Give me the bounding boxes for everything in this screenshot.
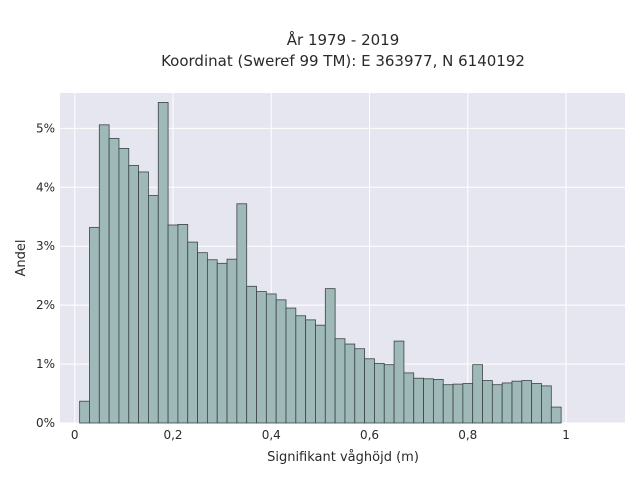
histogram-bar: [295, 315, 307, 424]
histogram-bar: [275, 299, 287, 424]
histogram-bar: [305, 319, 316, 424]
histogram-bar: [157, 102, 169, 424]
y-tick-label: 2%: [36, 298, 55, 312]
histogram-bar: [442, 384, 454, 424]
x-tick-label: 0,2: [163, 428, 182, 442]
histogram-bar: [187, 241, 198, 424]
histogram-bar: [403, 372, 415, 424]
y-tick-label: 5%: [36, 121, 55, 135]
histogram-bar: [315, 324, 326, 424]
histogram-bar: [108, 137, 120, 424]
histogram-bar: [482, 380, 493, 424]
histogram-bar: [118, 147, 130, 424]
histogram-bar: [462, 383, 474, 424]
x-tick-label: 0,4: [262, 428, 281, 442]
histogram-bar: [432, 378, 444, 424]
chart-title-line1: År 1979 - 2019: [287, 30, 400, 49]
histogram-bar: [521, 380, 533, 424]
x-tick-label: 0,8: [458, 428, 477, 442]
histogram-bar: [550, 406, 562, 424]
histogram-bar: [197, 252, 208, 424]
histogram-bar: [89, 226, 100, 424]
histogram-bar: [501, 382, 513, 424]
histogram-bar: [128, 165, 140, 424]
y-tick-label: 4%: [36, 180, 55, 194]
y-tick-label: 0%: [36, 416, 55, 430]
histogram-bar: [148, 195, 159, 424]
x-tick-label: 0: [71, 428, 79, 442]
histogram-bar: [531, 383, 542, 424]
y-axis-label: Andel: [14, 240, 29, 277]
bars-layer: [79, 102, 562, 424]
histogram-bar: [98, 124, 110, 424]
x-tick-label: 0,6: [360, 428, 379, 442]
histogram-bar: [246, 285, 257, 424]
x-axis-label: Signifikant våghöjd (m): [267, 450, 419, 465]
histogram-bar: [354, 348, 366, 424]
y-tick-label: 3%: [36, 239, 55, 253]
histogram-bar: [491, 384, 503, 424]
chart-title-line2: Koordinat (Sweref 99 TM): E 363977, N 61…: [161, 52, 525, 70]
ticks-layer: 0% 1% 2% 3% 4% 5% 0 0,2 0,4 0,6 0,8 1: [36, 121, 570, 442]
histogram-bar: [79, 400, 90, 424]
histogram-bar: [393, 340, 405, 424]
histogram-bar: [344, 343, 356, 424]
y-tick-label: 1%: [36, 357, 55, 371]
histogram-bar: [334, 338, 346, 424]
histogram-bar: [324, 288, 336, 424]
histogram-bar: [413, 377, 424, 424]
histogram-bar: [138, 171, 149, 424]
histogram-bar: [423, 378, 434, 424]
histogram-bar: [177, 224, 189, 424]
histogram-bar: [256, 291, 267, 424]
histogram-bar: [472, 364, 483, 424]
histogram-bar: [452, 383, 464, 424]
histogram-bar: [167, 224, 179, 424]
histogram-bar: [226, 258, 238, 424]
histogram-bar: [206, 259, 218, 424]
histogram-bar: [374, 363, 385, 424]
histogram-bar: [541, 385, 552, 424]
histogram-bar: [216, 262, 228, 424]
histogram-bar: [265, 293, 277, 424]
histogram-bar: [511, 380, 523, 424]
histogram-bar: [236, 203, 248, 424]
histogram-bar: [383, 364, 395, 424]
x-tick-label: 1: [562, 428, 570, 442]
histogram-bar: [364, 358, 375, 424]
histogram-bar: [285, 307, 297, 424]
